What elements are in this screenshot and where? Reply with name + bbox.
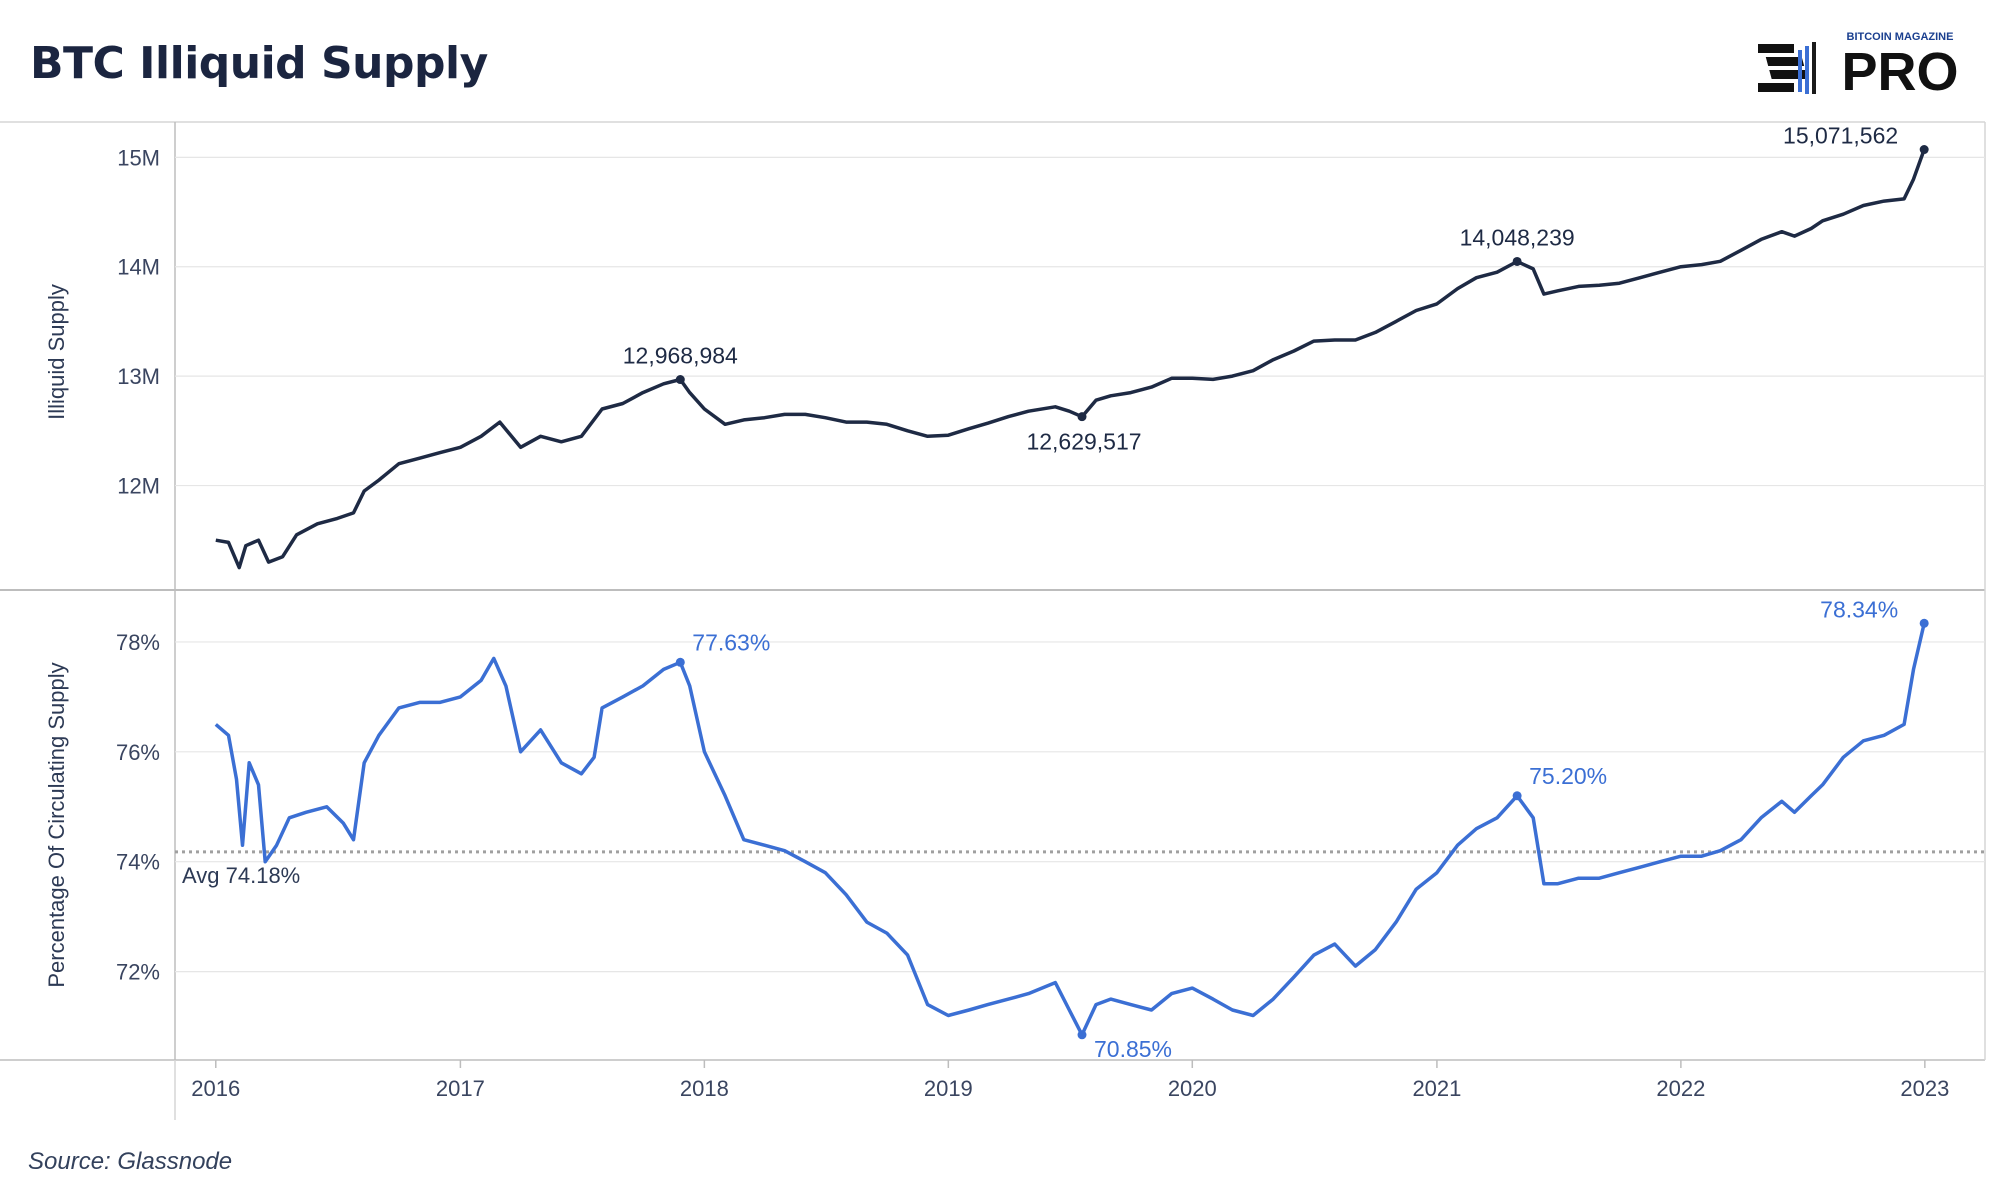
logo-top-text: BITCOIN MAGAZINE — [1847, 31, 1954, 43]
y-tick-label: 13M — [117, 364, 160, 389]
x-tick-label: 2018 — [680, 1076, 729, 1101]
y-tick-label: 12M — [117, 474, 160, 499]
annotation-point — [1512, 256, 1522, 266]
circulating-percent-line — [214, 622, 1926, 1037]
chart-frame — [0, 121, 1986, 1120]
annotation-label: 77.63% — [692, 629, 770, 655]
top-panel-y-axis-label: Illiquid Supply — [44, 284, 69, 420]
y-tick-label: 78% — [116, 630, 160, 655]
bottom-panel-y-ticks: 72% 74% 76% 78% — [116, 630, 160, 985]
annotation-label: 75.20% — [1529, 763, 1607, 789]
illiquid-supply-line — [215, 148, 1926, 570]
bottom-panel-annotations: 77.63% 70.85% 75.20% 78.34% — [675, 596, 1929, 1062]
bottom-panel-y-axis-label: Percentage Of Circulating Supply — [44, 662, 69, 987]
x-tick-label: 2021 — [1412, 1076, 1461, 1101]
x-tick-label: 2019 — [924, 1076, 973, 1101]
top-panel-annotations: 12,968,984 12,629,517 14,048,239 15,071,562 — [623, 123, 1929, 455]
x-tick-label: 2022 — [1656, 1076, 1705, 1101]
bottom-panel-gridlines — [175, 641, 1985, 973]
annotation-label: 12,629,517 — [1026, 429, 1141, 455]
y-tick-label: 14M — [117, 255, 160, 280]
y-tick-label: 76% — [116, 740, 160, 765]
logo-main-text: PRO — [1841, 42, 1958, 102]
annotation-label: 70.85% — [1094, 1036, 1172, 1062]
x-tick-label: 2016 — [191, 1076, 240, 1101]
annotation-point — [1919, 145, 1929, 155]
annotation-label: 15,071,562 — [1783, 123, 1898, 149]
x-tick-label: 2020 — [1168, 1076, 1217, 1101]
average-label: Avg 74.18% — [182, 863, 300, 888]
annotation-point — [1919, 618, 1929, 628]
annotation-label: 12,968,984 — [623, 343, 738, 369]
annotation-point — [675, 375, 685, 385]
annotation-point — [1077, 1030, 1087, 1040]
bitcoin-magazine-pro-logo: BITCOIN MAGAZINE PRO — [1758, 31, 1959, 102]
annotation-point — [1077, 412, 1087, 422]
y-tick-label: 72% — [116, 960, 160, 985]
top-panel-y-ticks: 12M 13M 14M 15M — [117, 145, 160, 498]
x-axis: 2016 2017 2018 2019 2020 2021 2022 2023 — [191, 1060, 1949, 1101]
chart-title: BTC Illiquid Supply — [30, 38, 488, 89]
y-tick-label: 74% — [116, 850, 160, 875]
bars-logo-icon — [1758, 42, 1816, 94]
annotation-point — [1512, 791, 1522, 801]
x-tick-label: 2017 — [436, 1076, 485, 1101]
annotation-label: 78.34% — [1820, 596, 1898, 622]
average-line-group: Avg 74.18% — [175, 850, 1985, 888]
x-tick-label: 2023 — [1900, 1076, 1949, 1101]
annotation-label: 14,048,239 — [1460, 224, 1575, 250]
source-note: Source: Glassnode — [28, 1148, 233, 1175]
y-tick-label: 15M — [117, 145, 160, 170]
annotation-point — [675, 657, 685, 667]
